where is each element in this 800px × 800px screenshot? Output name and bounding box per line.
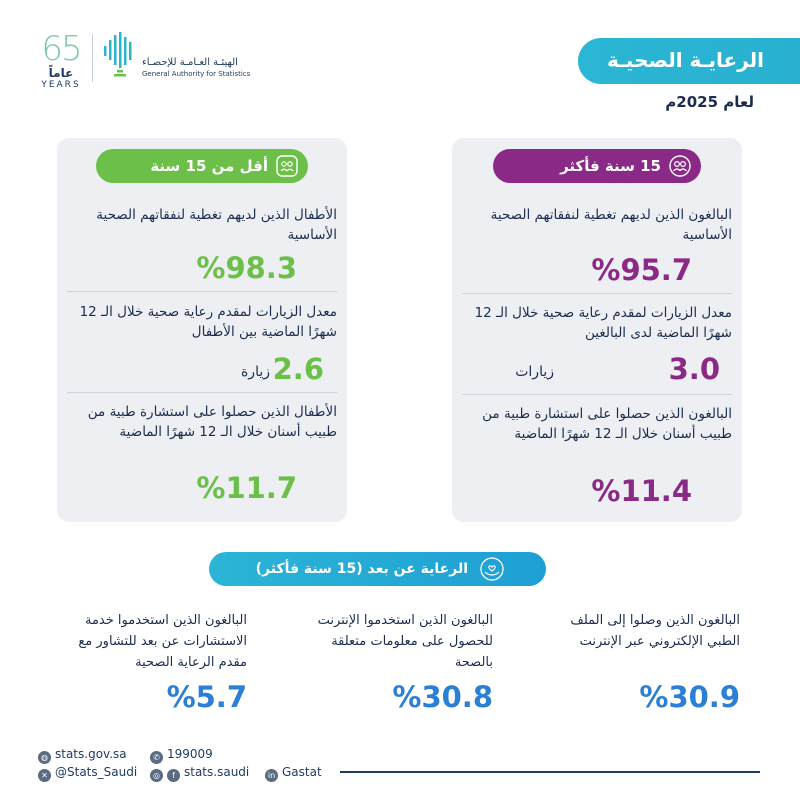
children-card [57, 138, 347, 522]
footer-x-text: @Stats_Saudi [55, 765, 138, 779]
card-divider [462, 394, 732, 395]
footer-website-text: stats.gov.sa [55, 747, 127, 761]
remote-care-title: الرعاية عن بعد (15 سنة فأكثر) [255, 561, 468, 577]
card-divider [462, 293, 732, 294]
adults-badge-label: 15 سنة فأكثر [560, 157, 661, 175]
facebook-icon: f [167, 769, 180, 782]
logo-arabic: عاماً [48, 66, 74, 80]
children-coverage-value: %98.3 [196, 251, 297, 285]
globe-icon: ◍ [38, 751, 51, 764]
anniversary-logo: 65 عاماً YEARS [36, 32, 86, 91]
children-coverage-label: الأطفال الذين لديهم تغطية لنفقاتهم الصحي… [96, 207, 337, 243]
adults-badge: 15 سنة فأكثر [493, 149, 701, 183]
year-label: لعام 2025م [665, 93, 754, 111]
children-badge: أقل من 15 سنة [96, 149, 308, 183]
linkedin-icon: in [265, 769, 278, 782]
remote-internet-label: البالغون الذين استخدموا الإنترنت للحصول … [317, 613, 493, 670]
gastat-logo-icon [104, 32, 132, 77]
footer-x[interactable]: ✕ @Stats_Saudi [38, 764, 137, 782]
authority-name-ar: الهيئـة العـامـة للإحصـاء [142, 57, 238, 68]
children-visits-unit: زيارة [240, 364, 270, 380]
remote-ehr-value: %30.9 [639, 680, 740, 714]
remote-care-banner: الرعاية عن بعد (15 سنة فأكثر) [209, 552, 546, 586]
remote-teleconsult-value: %5.7 [166, 680, 247, 714]
page-title: الرعايـة الصحيـة [606, 48, 764, 72]
authority-name-en: General Authority for Statistics [142, 70, 251, 78]
adults-dental-value: %11.4 [591, 474, 692, 508]
footer-website[interactable]: ◍ stats.gov.sa [38, 746, 127, 764]
adults-visits-label: معدل الزيارات لمقدم رعاية صحية خلال الـ … [474, 305, 732, 341]
logo-divider [92, 34, 93, 82]
footer-phone-text: 199009 [167, 747, 213, 761]
footer-rule [340, 771, 760, 773]
page-title-banner: الرعايـة الصحيـة [578, 38, 800, 84]
children-visits-label: معدل الزيارات لمقدم رعاية صحية خلال الـ … [79, 304, 337, 340]
footer-phone[interactable]: ✆ 199009 [150, 746, 213, 764]
children-visits-value: 2.6 [272, 352, 324, 386]
adults-coverage-label: البالغون الذين لديهم تغطية لنفقاتهم الصح… [490, 207, 732, 243]
children-badge-label: أقل من 15 سنة [150, 157, 268, 175]
remote-teleconsult-label: البالغون الذين استخدموا خدمة الاستشارات … [78, 613, 247, 670]
phone-icon: ✆ [150, 751, 163, 764]
instagram-icon: ◎ [150, 769, 163, 782]
x-icon: ✕ [38, 769, 51, 782]
footer-social[interactable]: ◎ f stats.saudi [150, 764, 249, 782]
logo-number: 65 [41, 29, 82, 69]
adults-icon [669, 155, 691, 177]
adults-visits-unit: زيارات [515, 364, 554, 380]
card-divider [67, 392, 337, 393]
adults-coverage-value: %95.7 [591, 253, 692, 287]
footer-linkedin[interactable]: in Gastat [265, 764, 322, 782]
adults-dental-label: البالغون الذين حصلوا على استشارة طبية من… [482, 406, 732, 442]
footer-linkedin-text: Gastat [282, 765, 322, 779]
remote-ehr-label: البالغون الذين وصلوا إلى الملف الطبي الإ… [570, 613, 740, 649]
children-icon [276, 155, 298, 177]
card-divider [67, 291, 337, 292]
adults-card [452, 138, 742, 522]
children-dental-value: %11.7 [196, 471, 297, 505]
adults-visits-value: 3.0 [668, 352, 720, 386]
children-dental-label: الأطفال الذين حصلوا على استشارة طبية من … [87, 404, 337, 440]
remote-internet-value: %30.8 [392, 680, 493, 714]
authority-name: الهيئـة العـامـة للإحصـاء General Author… [142, 56, 282, 79]
footer-social-text: stats.saudi [184, 765, 250, 779]
care-hands-icon [480, 557, 504, 581]
logo-english: YEARS [41, 80, 81, 90]
